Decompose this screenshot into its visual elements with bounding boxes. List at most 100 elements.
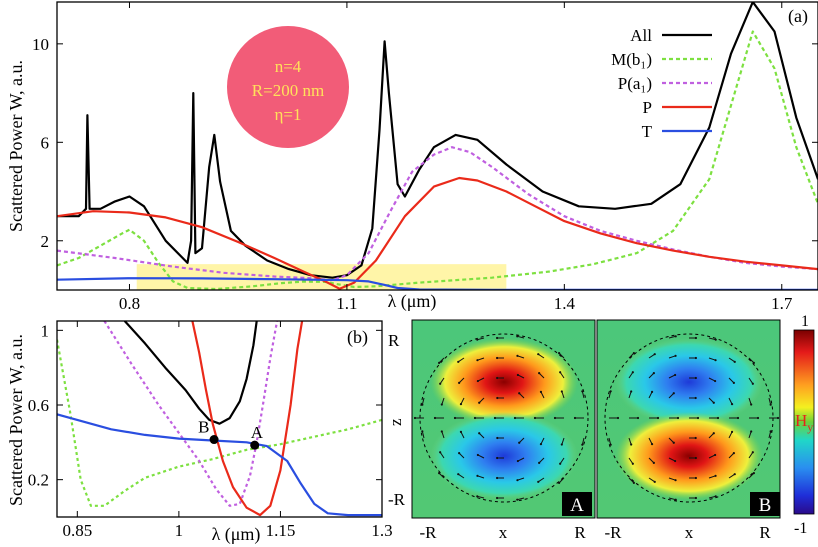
field-arrow-head (538, 372, 541, 375)
field-arrow (477, 377, 485, 382)
field-arrow-head (652, 461, 655, 464)
field-arrow (518, 392, 525, 399)
field-arrow-head (674, 354, 677, 357)
field-arrow (537, 353, 545, 359)
field-arrow (538, 457, 545, 464)
xtick-label-a: 1.4 (554, 294, 576, 313)
panel-label-a: (a) (788, 6, 808, 27)
field-arrow-head (632, 481, 635, 484)
field-arrow-head (476, 338, 479, 341)
xtick-label-b: 1 (175, 521, 184, 540)
series-p-b (191, 321, 304, 517)
field-arrow-head (457, 360, 460, 363)
field-arrow (748, 451, 754, 459)
field-arrow-head (733, 473, 736, 476)
field-arrow-head (559, 462, 562, 465)
field-arrow-head (674, 335, 677, 338)
ylabel-b: Scattered Power W, a.u. (6, 334, 26, 506)
axes-frame-a (56, 1, 818, 291)
badge-n: n=4 (275, 57, 302, 76)
field-arrow (517, 374, 525, 379)
field-arrow-head (752, 361, 755, 364)
field-arrow-head (537, 353, 540, 356)
field-arrow-head (513, 416, 517, 420)
field-arrow-head (751, 451, 754, 454)
field-arrow (628, 352, 635, 359)
field-arrow (477, 495, 485, 499)
field-map-b: B (596, 319, 781, 519)
field-arrows-a (413, 335, 585, 501)
marker-a (250, 440, 260, 450)
field-b-bottom-lobe (615, 412, 763, 500)
xtick-label-a: 0.8 (119, 294, 140, 313)
field-arrow (728, 377, 735, 384)
field-arrow-head (478, 432, 481, 435)
field-arrow-head (516, 354, 519, 357)
field-arrow (559, 457, 565, 465)
field-arrow (438, 472, 445, 479)
legend-label-all: All (630, 26, 652, 45)
xtick-label-a: 1.7 (771, 294, 793, 313)
ylabel-a: Scattered Power W, a.u. (6, 60, 26, 232)
field-arrow (748, 377, 754, 385)
legend-label-p-a: P(a₁) (618, 74, 652, 93)
ytick-label-a: 10 (32, 35, 49, 54)
field-arrow (648, 353, 656, 359)
field-arrow-head (558, 352, 561, 355)
field-arrow-head (458, 452, 461, 455)
field-arrow (421, 431, 425, 439)
field-arrow (668, 457, 676, 462)
field-b-tag: B (759, 495, 772, 516)
field-arrow-head (559, 371, 562, 374)
field-arrow-head (712, 432, 715, 435)
field-arrow (458, 377, 465, 384)
field-a-tag: A (570, 495, 584, 516)
series-m-b-b (57, 339, 382, 507)
parameter-badge: n=4 R=200 nm η=1 (227, 26, 349, 148)
field-arrow-head (650, 443, 654, 446)
field-arrow-head (653, 353, 656, 356)
field-arrows-b (608, 335, 780, 501)
field-arrow-head (516, 459, 519, 463)
field-arrow-head (674, 373, 677, 377)
field-arrow-head (650, 390, 654, 393)
field-arrow (441, 431, 445, 439)
field-arrow-head (609, 443, 612, 446)
field-arrow-head (714, 495, 717, 498)
field-arrow (648, 457, 655, 464)
field-arrow-head (476, 474, 479, 477)
field-arrow-head (714, 453, 717, 457)
field-arrow-head (538, 461, 541, 464)
field-arrow-head (756, 416, 760, 420)
field-arrow (540, 437, 545, 445)
field-arrow-head (476, 359, 479, 362)
field-arrow-head (656, 416, 660, 420)
badge-circle (227, 26, 349, 148)
legend-label-t: T (642, 122, 653, 141)
field-arrow-head (581, 390, 584, 393)
field-arrow-head (421, 403, 424, 406)
field-arrow-head (459, 430, 463, 433)
field-arrow-head (674, 498, 677, 501)
series-p-a (57, 176, 818, 290)
field-arrow-head (496, 456, 499, 460)
field-arrow (478, 432, 485, 439)
field-b-xtick-right: R (759, 523, 771, 542)
field-arrow-head (733, 360, 736, 363)
field-arrow (708, 397, 715, 404)
field-a-top-lobe (430, 338, 578, 426)
field-arrow (608, 437, 612, 445)
particle-outline-a (419, 333, 589, 503)
field-arrow-head (518, 441, 521, 444)
field-arrow-head (714, 474, 717, 477)
field-arrow-head (539, 390, 543, 393)
xtick-label-b: 1.15 (266, 521, 296, 540)
field-arrow-head (459, 403, 463, 406)
xtick-label-b: 1.3 (371, 521, 392, 540)
field-arrow-head (560, 443, 563, 446)
field-arrow-head (493, 416, 497, 420)
ticks-b: 0.85 1 1.15 1.3 0.2 0.6 1 (28, 321, 393, 540)
axes-frame-b (56, 320, 383, 518)
field-arrow-head (440, 403, 443, 406)
